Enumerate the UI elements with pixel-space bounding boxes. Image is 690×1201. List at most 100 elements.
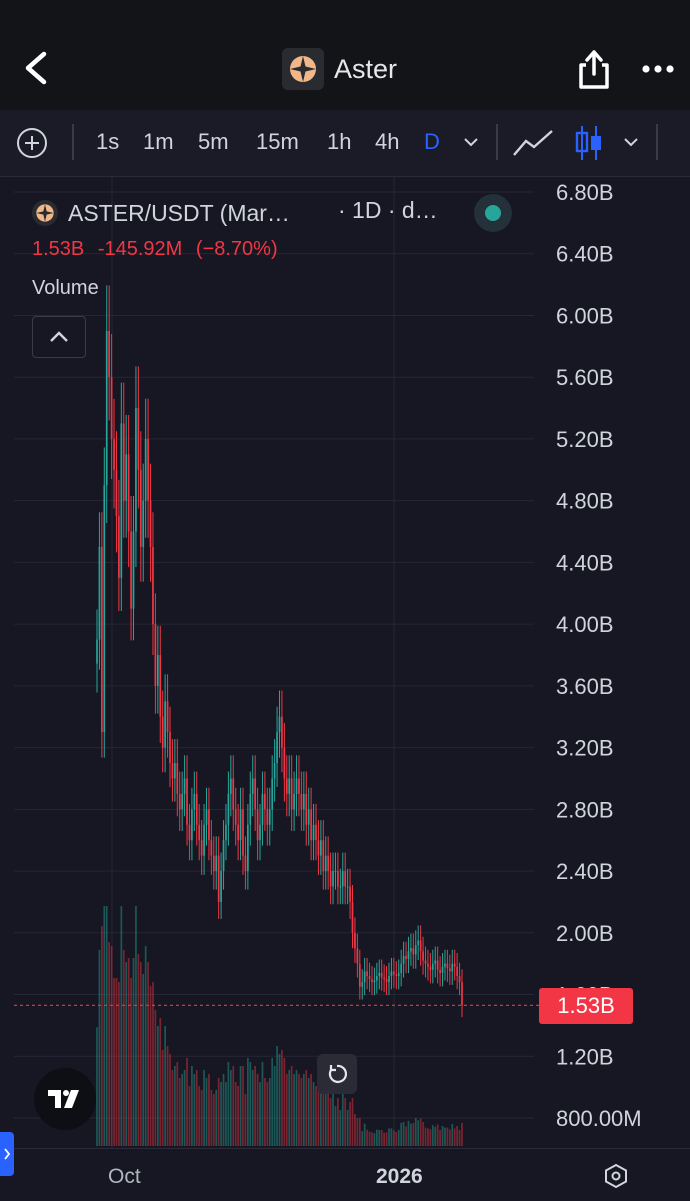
candle-body xyxy=(424,960,427,964)
back-button[interactable] xyxy=(18,48,54,88)
candle-body xyxy=(354,932,356,949)
candle-body xyxy=(288,778,291,794)
candle-body xyxy=(132,531,135,609)
volume-bar xyxy=(310,1074,312,1146)
volume-bar xyxy=(329,1098,332,1146)
reset-chart-button[interactable] xyxy=(317,1054,357,1094)
price-axis-label: 6.00B xyxy=(556,303,614,328)
volume-bar xyxy=(429,1129,432,1146)
price-chart[interactable]: 6.80B 6.40B 6.00B 5.60B 5.20B 4.80B 4.40B 4.00B… xyxy=(14,176,690,1148)
time-label-oct: Oct xyxy=(108,1165,141,1188)
candle-body xyxy=(273,763,276,779)
candle-body xyxy=(300,793,303,810)
plus-circle-icon[interactable] xyxy=(16,127,48,159)
candle-body xyxy=(371,979,373,983)
volume-bar xyxy=(356,1118,359,1146)
candle-body xyxy=(458,976,461,983)
volume-bar xyxy=(453,1128,456,1146)
candle-body xyxy=(188,824,191,841)
candle-body xyxy=(448,968,451,972)
volume-bar xyxy=(461,1122,463,1146)
volume-bar xyxy=(324,1090,327,1146)
candles xyxy=(96,285,463,1018)
volume-bar xyxy=(120,906,123,1146)
candle-body xyxy=(302,793,305,810)
volume-bar xyxy=(215,1090,218,1146)
candle-body xyxy=(249,793,252,825)
candle-body xyxy=(139,469,142,547)
candle-body xyxy=(259,824,261,841)
price-axis-label: 800.00M xyxy=(556,1106,642,1131)
line-chart-icon[interactable] xyxy=(512,127,554,159)
interval-d[interactable]: D xyxy=(424,129,440,154)
volume-bar xyxy=(400,1122,403,1146)
volume-bar xyxy=(300,1078,303,1146)
candle-body xyxy=(110,377,113,439)
interval-5m[interactable]: 5m xyxy=(198,129,229,154)
candle-body xyxy=(210,840,213,856)
volume-bar xyxy=(171,1070,174,1146)
candle-body xyxy=(356,948,359,964)
candle-body xyxy=(400,963,403,973)
volume-bar xyxy=(361,1131,364,1146)
volume-bar xyxy=(259,1082,261,1146)
collapse-legend-button[interactable] xyxy=(32,316,86,358)
volume-bar xyxy=(125,962,128,1146)
candle-body xyxy=(427,963,429,967)
volume-bar xyxy=(174,1066,176,1146)
last-price-tag: 1.53B xyxy=(539,988,633,1024)
volume-bar xyxy=(132,958,135,1146)
candle-body xyxy=(429,966,432,970)
volume-bar xyxy=(200,1090,203,1146)
volume-bar xyxy=(427,1128,429,1146)
candle-body xyxy=(120,423,123,578)
header-title-group: Aster xyxy=(282,48,397,90)
tradingview-logo[interactable] xyxy=(34,1068,96,1130)
candles-icon[interactable] xyxy=(574,124,604,162)
volume-bars xyxy=(96,906,463,1146)
volume-bar xyxy=(229,1070,232,1146)
hexagon-settings-icon[interactable] xyxy=(603,1163,629,1189)
candle-body xyxy=(380,972,383,978)
volume-bar xyxy=(436,1124,439,1146)
volume-bar xyxy=(193,1074,196,1146)
price-axis[interactable]: 6.80B 6.40B 6.00B 5.60B 5.20B 4.80B 4.40B 4.00B… xyxy=(556,180,642,1131)
market-status-dot xyxy=(474,194,512,232)
candle-body xyxy=(298,778,300,794)
volume-bar xyxy=(195,1070,198,1146)
volume-bar xyxy=(441,1126,444,1146)
aster-symbol-icon xyxy=(36,204,54,222)
interval-4h[interactable]: 4h xyxy=(375,129,400,154)
time-axis[interactable] xyxy=(0,1148,690,1201)
candle-body xyxy=(388,976,390,983)
volume-bar xyxy=(434,1126,437,1146)
interval-15m[interactable]: 15m xyxy=(256,129,299,154)
candle-body xyxy=(441,966,444,973)
more-button[interactable] xyxy=(640,54,676,84)
candle-body xyxy=(312,824,315,841)
side-panel-tab[interactable] xyxy=(0,1132,14,1176)
candle-body xyxy=(108,330,111,378)
price-axis-label: 6.80B xyxy=(556,180,614,205)
candle-body xyxy=(154,624,157,686)
interval-dropdown-icon[interactable] xyxy=(462,135,480,149)
interval-1m[interactable]: 1m xyxy=(143,129,174,154)
candle-body xyxy=(217,855,220,902)
candle-body xyxy=(164,701,166,748)
interval-1h[interactable]: 1h xyxy=(327,129,352,154)
chart-type-dropdown-icon[interactable] xyxy=(622,135,640,149)
share-button[interactable] xyxy=(574,48,614,90)
volume-bar xyxy=(358,1118,361,1146)
candle-body xyxy=(225,824,227,841)
interval-1s[interactable]: 1s xyxy=(96,129,120,154)
candle-body xyxy=(142,500,145,547)
volume-bar xyxy=(232,1066,235,1146)
volume-bar xyxy=(251,1070,254,1146)
volume-bar xyxy=(395,1132,398,1146)
volume-bar xyxy=(156,1026,159,1146)
legend-row[interactable]: ASTER/USDT (Mar… xyxy=(32,196,290,230)
candle-body xyxy=(358,963,361,987)
toolbar-divider xyxy=(72,124,74,160)
volume-bar xyxy=(290,1066,293,1146)
candle-body xyxy=(393,971,395,975)
